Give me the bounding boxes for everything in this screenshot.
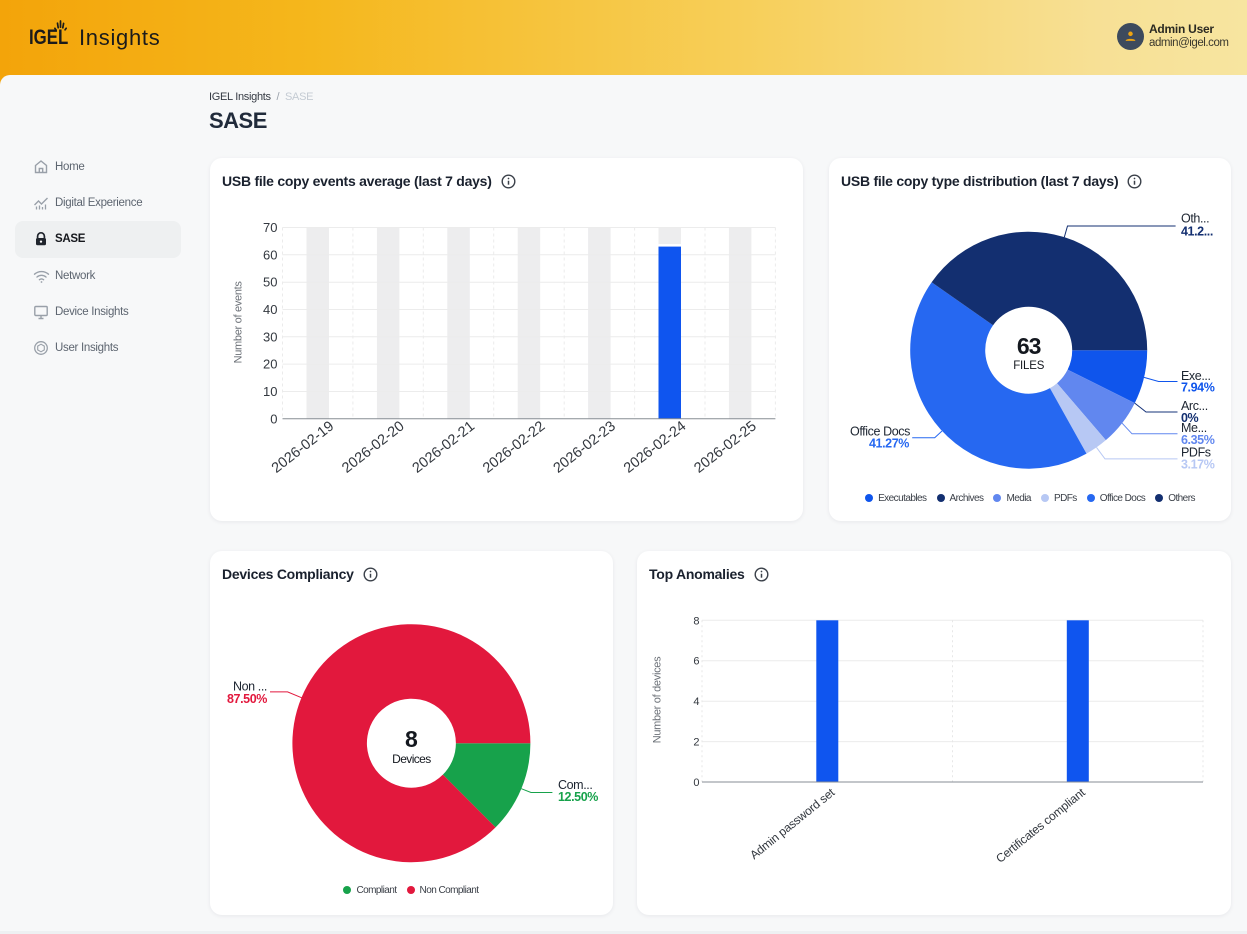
svg-text:Oth...: Oth... [1181,212,1209,226]
svg-text:7.94%: 7.94% [1181,381,1215,395]
svg-text:PDFs: PDFs [1181,446,1211,460]
svg-text:0%: 0% [1181,411,1199,425]
svg-text:Non ...: Non ... [233,680,267,694]
svg-text:Me...: Me... [1181,421,1207,435]
svg-text:0: 0 [693,777,699,789]
svg-text:Certificates compliant: Certificates compliant [993,785,1088,866]
svg-text:Number of events: Number of events [232,281,244,364]
svg-text:Com...: Com... [558,778,592,792]
svg-text:2026-02-21: 2026-02-21 [410,418,478,476]
svg-text:41.2...: 41.2... [1181,225,1213,239]
svg-text:4: 4 [693,696,699,708]
svg-text:FILES: FILES [1013,360,1044,372]
svg-text:6: 6 [693,656,699,668]
svg-text:87.50%: 87.50% [227,692,267,706]
svg-text:63: 63 [1017,333,1041,359]
svg-text:50: 50 [263,275,277,290]
svg-text:2026-02-24: 2026-02-24 [621,418,689,476]
svg-text:2026-02-19: 2026-02-19 [269,418,337,476]
svg-text:8: 8 [405,726,418,752]
svg-text:2026-02-22: 2026-02-22 [480,418,548,476]
svg-text:2026-02-20: 2026-02-20 [339,418,407,476]
svg-text:Exe...: Exe... [1181,369,1211,383]
svg-text:Devices: Devices [392,752,431,766]
svg-text:20: 20 [263,357,277,372]
svg-text:30: 30 [263,329,277,344]
svg-text:Arc...: Arc... [1181,399,1208,413]
svg-text:41.27%: 41.27% [869,437,909,451]
svg-text:2: 2 [693,737,699,749]
svg-text:2026-02-23: 2026-02-23 [551,418,619,476]
svg-text:6.35%: 6.35% [1181,433,1215,447]
svg-text:10: 10 [263,384,277,399]
svg-text:Number of devices: Number of devices [652,656,664,743]
svg-text:70: 70 [263,220,277,235]
svg-text:Admin password set: Admin password set [747,785,838,862]
svg-text:2026-02-25: 2026-02-25 [691,418,759,476]
svg-text:0: 0 [270,411,277,426]
svg-text:12.50%: 12.50% [558,790,598,804]
svg-text:40: 40 [263,302,277,317]
svg-text:3.17%: 3.17% [1181,458,1215,472]
svg-text:60: 60 [263,247,277,262]
svg-text:Office Docs: Office Docs [850,425,910,439]
svg-text:8: 8 [693,615,699,627]
